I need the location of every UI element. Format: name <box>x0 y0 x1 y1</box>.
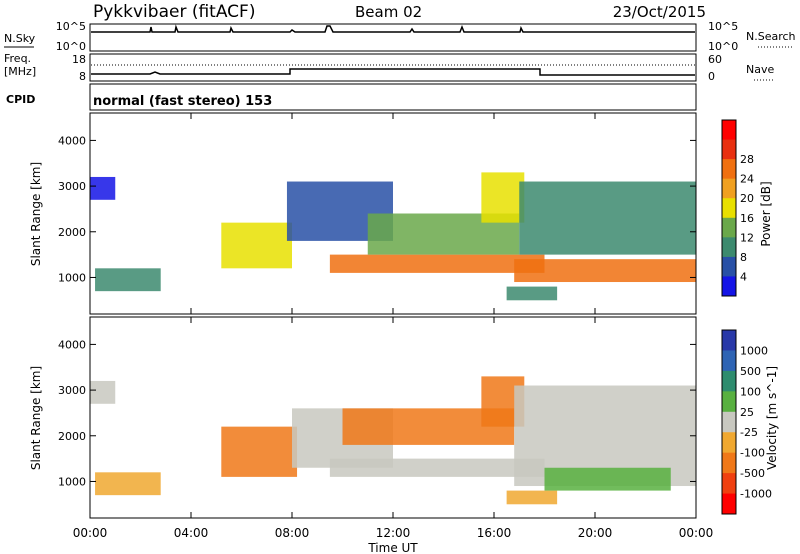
velocity-colorbar-tick: 1000 <box>740 344 768 357</box>
velocity-colorbar-swatch <box>722 432 736 454</box>
power-colorbar: Power [dB] 4 8 12 16 20 24 28 <box>721 119 773 297</box>
velocity-colorbar: Velocity [m s^-1] 1000 500 100 25 -25 -100 -50… <box>721 329 779 515</box>
freq-tick-bottom: 8 <box>79 70 86 83</box>
power-colorbar-swatch <box>722 198 736 219</box>
velocity-colorbar-swatch <box>722 370 736 392</box>
power-ytick-label: 4000 <box>58 134 86 147</box>
velocity-echo-band <box>221 426 298 477</box>
beam-title: Beam 02 <box>355 3 422 21</box>
nsearch-tick-bottom: 10^0 <box>708 40 738 53</box>
nsky-tick-top: 10^5 <box>56 20 86 33</box>
power-echo-band <box>95 268 161 292</box>
power-echo-band <box>514 259 696 283</box>
power-ylabel: Slant Range [km] <box>29 162 43 266</box>
freq-unit-label: [MHz] <box>4 65 36 78</box>
time-tick-label: 08:00 <box>275 526 310 540</box>
velocity-echo-band <box>95 472 161 496</box>
power-colorbar-swatch <box>722 256 736 277</box>
velocity-ytick-label: 4000 <box>58 338 86 351</box>
power-colorbar-swatch <box>722 159 736 180</box>
nsearch-tick-top: 10^5 <box>708 20 738 33</box>
power-ytick-label: 3000 <box>58 180 86 193</box>
time-tick-label: 20:00 <box>578 526 613 540</box>
velocity-colorbar-swatch <box>722 411 736 433</box>
power-colorbar-frame <box>721 119 737 297</box>
velocity-colorbar-label: Velocity [m s^-1] <box>765 366 779 470</box>
power-colorbar-label: Power [dB] <box>759 181 773 246</box>
nsky-trace <box>91 24 695 33</box>
velocity-colorbar-tick: 500 <box>740 365 761 378</box>
velocity-panel: 1000 2000 3000 4000 00:00 04:00 08:00 12:00 16:… <box>29 316 714 554</box>
power-colorbar-swatch <box>722 237 736 258</box>
power-ytick-label: 2000 <box>58 226 86 239</box>
cpid-label: CPID <box>6 93 35 106</box>
velocity-ytick-label: 1000 <box>58 475 86 488</box>
time-tick-label: 00:00 <box>679 526 714 540</box>
freq-panel: Freq. [MHz] 18 8 60 0 Nave <box>4 52 774 83</box>
freq-tick-top: 18 <box>72 53 86 66</box>
date-title: 23/Oct/2015 <box>613 3 706 21</box>
time-tick-label: 12:00 <box>376 526 411 540</box>
velocity-echo-band <box>544 467 671 491</box>
velocity-colorbar-swatch <box>722 330 736 351</box>
nsearch-label: N.Search <box>746 30 796 43</box>
power-colorbar-swatch <box>722 217 736 238</box>
freq-label: Freq. <box>4 52 31 65</box>
power-colorbar-tick: 16 <box>740 212 754 225</box>
power-echo-band <box>519 181 696 255</box>
power-echo-band <box>506 286 558 301</box>
velocity-colorbar-swatch <box>722 493 736 515</box>
velocity-ytick-label: 3000 <box>58 384 86 397</box>
velocity-colorbar-tick: -500 <box>740 467 765 480</box>
power-colorbar-tick: 20 <box>740 192 754 205</box>
velocity-echo-band <box>90 380 116 404</box>
velocity-ytick-label: 2000 <box>58 430 86 443</box>
power-echo-band <box>221 222 292 269</box>
cpid-text: normal (fast stereo) 153 <box>93 94 272 109</box>
power-colorbar-tick: 12 <box>740 231 754 244</box>
velocity-ylabel: Slant Range [km] <box>29 366 43 470</box>
power-colorbar-swatch <box>722 276 736 297</box>
velocity-colorbar-tick: -100 <box>740 447 765 460</box>
power-colorbar-swatch <box>722 139 736 160</box>
station-title: Pykkvibaer (fitACF) <box>93 2 255 22</box>
power-colorbar-tick: 8 <box>740 251 747 264</box>
velocity-colorbar-swatch <box>722 391 736 413</box>
velocity-colorbar-tick: 25 <box>740 406 754 419</box>
power-echo-band <box>329 254 545 273</box>
velocity-colorbar-swatch <box>722 452 736 474</box>
time-tick-label: 04:00 <box>174 526 209 540</box>
time-tick-label: 00:00 <box>73 526 108 540</box>
velocity-colorbar-swatch <box>722 473 736 495</box>
power-colorbar-tick: 28 <box>740 153 754 166</box>
velocity-echo-band <box>329 458 545 477</box>
nsky-tick-bottom: 10^0 <box>56 40 86 53</box>
nsky-panel: N.Sky 10^5 10^0 10^5 10^0 N.Search <box>4 20 796 53</box>
power-colorbar-tick: 24 <box>740 173 754 186</box>
velocity-colorbar-swatch <box>722 350 736 372</box>
velocity-colorbar-tick: -25 <box>740 426 758 439</box>
velocity-colorbar-frame <box>721 329 737 515</box>
power-colorbar-swatch <box>722 120 736 141</box>
power-panel: 1000 2000 3000 4000 Slant Range [km] <box>29 112 697 315</box>
nsky-label: N.Sky <box>4 32 36 45</box>
time-tick-label: 16:00 <box>477 526 512 540</box>
velocity-echo-band <box>506 490 558 505</box>
freq-trace <box>91 68 695 76</box>
nave-tick-bottom: 0 <box>708 70 715 83</box>
cpid-panel: CPID normal (fast stereo) 153 <box>6 83 697 111</box>
nave-tick-top: 60 <box>708 53 722 66</box>
velocity-xlabel: Time UT <box>367 541 418 554</box>
power-echo-band <box>481 172 525 223</box>
power-ytick-label: 1000 <box>58 271 86 284</box>
power-colorbar-tick: 4 <box>740 270 747 283</box>
velocity-colorbar-tick: 100 <box>740 385 761 398</box>
power-colorbar-swatch <box>722 178 736 199</box>
nave-label: Nave <box>746 63 774 76</box>
power-echo-band <box>90 176 116 200</box>
velocity-colorbar-tick: -1000 <box>740 488 772 501</box>
